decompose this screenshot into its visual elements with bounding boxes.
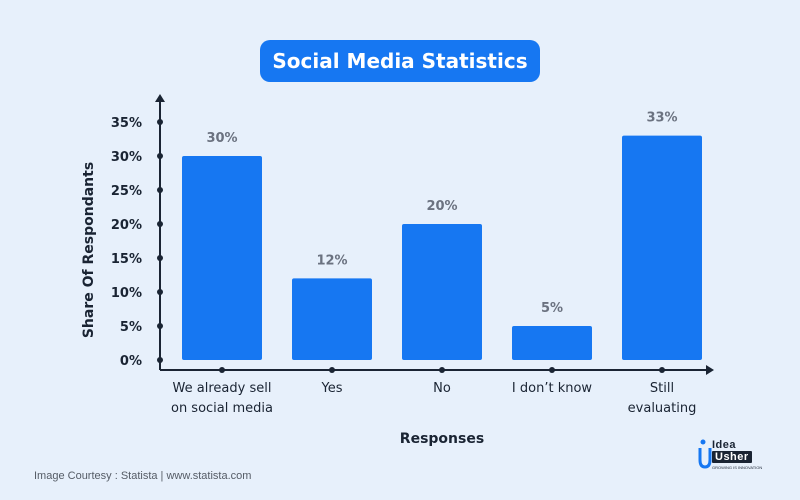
y-tick-dot bbox=[157, 187, 163, 193]
y-axis-title: Share Of Respondants bbox=[81, 162, 97, 338]
y-tick-dot bbox=[157, 357, 163, 363]
y-tick-label: 20% bbox=[111, 218, 142, 233]
x-tick-label: Still bbox=[650, 381, 674, 396]
bar bbox=[402, 224, 482, 360]
x-axis-title: Responses bbox=[400, 431, 484, 447]
y-tick-dot bbox=[157, 153, 163, 159]
y-axis-arrow-icon bbox=[155, 94, 165, 102]
y-tick-label: 35% bbox=[111, 116, 142, 131]
idea-usher-logo: Idea Usher GROWING IS INNOVATION bbox=[698, 438, 770, 472]
bar bbox=[512, 326, 592, 360]
bar bbox=[622, 135, 702, 360]
chart-title: Social Media Statistics bbox=[260, 40, 540, 82]
bar-value-label: 30% bbox=[206, 131, 237, 146]
image-courtesy: Image Courtesy : Statista | www.statista… bbox=[34, 470, 252, 482]
bar-value-label: 5% bbox=[541, 301, 563, 316]
x-tick-label: We already sell bbox=[173, 381, 272, 396]
bar bbox=[292, 278, 372, 360]
x-tick-dot bbox=[219, 367, 225, 373]
y-tick-dot bbox=[157, 221, 163, 227]
y-tick-label: 15% bbox=[111, 252, 142, 267]
x-tick-label: No bbox=[433, 381, 451, 396]
bar bbox=[182, 156, 262, 360]
y-tick-label: 30% bbox=[111, 150, 142, 165]
bar-value-label: 33% bbox=[646, 111, 677, 126]
bar-value-label: 20% bbox=[426, 199, 457, 214]
logo-word-top: Idea bbox=[712, 439, 737, 451]
y-tick-dot bbox=[157, 323, 163, 329]
logo-tagline: GROWING IS INNOVATION bbox=[712, 465, 763, 470]
x-tick-label: evaluating bbox=[628, 401, 697, 416]
y-tick-label: 5% bbox=[120, 320, 142, 335]
logo-word-bottom: Usher bbox=[712, 451, 752, 463]
x-tick-label: Yes bbox=[321, 381, 343, 396]
x-tick-label: I don’t know bbox=[512, 381, 592, 396]
y-tick-label: 10% bbox=[111, 286, 142, 301]
y-tick-dot bbox=[157, 119, 163, 125]
y-tick-label: 25% bbox=[111, 184, 142, 199]
y-tick-dot bbox=[157, 255, 163, 261]
x-tick-dot bbox=[439, 367, 445, 373]
x-tick-dot bbox=[329, 367, 335, 373]
bar-value-label: 12% bbox=[316, 253, 347, 268]
logo-mark-icon bbox=[698, 439, 712, 469]
x-axis-arrow-icon bbox=[706, 365, 714, 375]
y-tick-dot bbox=[157, 289, 163, 295]
y-tick-label: 0% bbox=[120, 354, 142, 369]
x-tick-dot bbox=[659, 367, 665, 373]
x-tick-dot bbox=[549, 367, 555, 373]
x-tick-label: on social media bbox=[171, 401, 273, 416]
